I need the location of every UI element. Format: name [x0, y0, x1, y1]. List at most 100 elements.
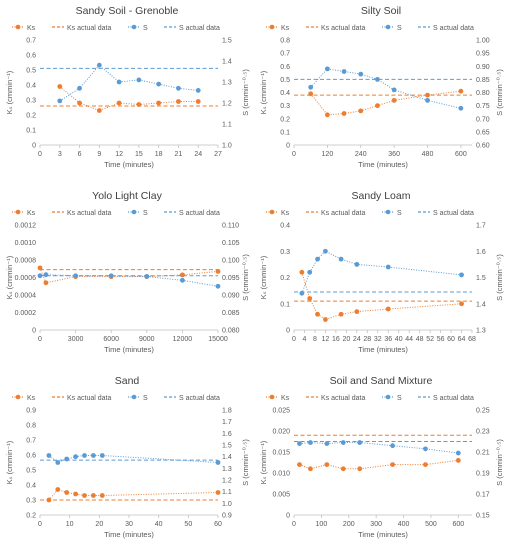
x-axis-label: Time (minutes) — [358, 530, 408, 539]
x-axis-label: Time (minutes) — [104, 345, 154, 354]
x-tick-label: 0 — [292, 336, 296, 343]
legend-marker — [385, 24, 391, 30]
y-axis-label: Kₛ (cmmin⁻¹) — [5, 440, 14, 484]
ks-data-point — [341, 111, 347, 116]
ks-data-point — [315, 311, 320, 317]
y-tick-label: 0.2 — [280, 275, 290, 282]
chart-panel-3: Yolo Light Clay Ks Ks actual data S S actual… — [5, 190, 250, 354]
ks-data-point — [340, 466, 346, 472]
y2-tick-label: 0.80 — [476, 90, 490, 97]
x-tick-label: 9 — [97, 151, 101, 158]
x-axis-label: Time (minutes) — [358, 345, 408, 354]
s-data-point — [144, 274, 150, 279]
y-tick-label: 0.4 — [26, 83, 36, 90]
legend: Ks Ks actual data S S actual data — [12, 24, 220, 32]
y-tick-label: 0.3 — [26, 498, 36, 505]
x-tick-label: 0 — [38, 336, 42, 343]
y2-tick-label: 0.110 — [222, 223, 239, 230]
x-tick-label: 16 — [332, 336, 340, 343]
x-tick-label: 32 — [374, 336, 382, 343]
s-data-point — [136, 77, 142, 83]
x-tick-label: 68 — [468, 336, 476, 343]
x-tick-label: 40 — [155, 521, 163, 528]
legend-label: S — [143, 395, 148, 402]
y2-tick-label: 0.19 — [476, 471, 490, 478]
x-tick-label: 8 — [313, 336, 317, 343]
x-tick-label: 600 — [452, 521, 464, 528]
ks-data-point — [297, 462, 302, 467]
y2-tick-label: 1.8 — [222, 408, 232, 415]
y2-tick-label: 0.70 — [476, 116, 490, 123]
ks-data-point — [423, 462, 428, 467]
ks-data-point — [43, 280, 49, 286]
ks-data-point — [358, 108, 364, 114]
x-tick-label: 28 — [363, 336, 371, 343]
y-tick-label: 0.0002 — [15, 310, 37, 317]
y-tick-label: 0.3 — [280, 103, 290, 110]
s-data-point — [308, 84, 314, 90]
s-data-point — [358, 71, 364, 77]
s-data-point — [37, 273, 43, 279]
x-tick-label: 60 — [447, 336, 455, 343]
chart-title: Sandy Loam — [352, 190, 411, 202]
s-data-point — [391, 87, 397, 93]
ks-data-point — [324, 112, 330, 118]
y-tick-label: 0.8 — [280, 38, 290, 45]
y-tick-label: 0.5 — [280, 77, 290, 84]
y2-tick-label: 1.6 — [476, 249, 486, 256]
y-tick-label: 0.8 — [26, 423, 36, 430]
x-tick-label: 4 — [303, 336, 307, 343]
s-data-point — [324, 66, 330, 72]
ks-data-point — [458, 88, 464, 94]
x-axis-label: Time (minutes) — [358, 160, 408, 169]
s-data-point — [354, 261, 360, 267]
y2-axis-label: S (cmmin⁻⁰·⁵) — [495, 69, 504, 116]
s-data-point — [324, 441, 330, 446]
y2-tick-label: 1.5 — [222, 38, 232, 45]
x-tick-label: 48 — [416, 336, 424, 343]
ks-series-line — [59, 86, 199, 112]
chart-panel-1: Sandy Soil - Grenoble Ks Ks actual data S S … — [5, 5, 250, 169]
legend-label: Ks actual data — [67, 25, 111, 32]
y2-tick-label: 0.75 — [476, 103, 490, 110]
y2-tick-label: 1.2 — [222, 101, 232, 108]
x-tick-label: 0 — [292, 521, 296, 528]
y2-axis-label: S (cmmin⁻⁰·⁵) — [241, 69, 250, 116]
chart-title: Silty Soil — [361, 5, 401, 17]
y-tick-label: 0.3 — [280, 249, 290, 256]
y2-tick-label: 0.17 — [476, 492, 490, 499]
y-tick-label: 0.1 — [26, 128, 36, 135]
y2-tick-label: 0.85 — [476, 77, 490, 84]
y2-tick-label: 1.00 — [476, 38, 490, 45]
chart-title: Soil and Sand Mixture — [330, 375, 433, 387]
legend-label: S actual data — [179, 210, 220, 217]
legend-marker — [131, 209, 137, 215]
legend-marker — [131, 24, 137, 30]
s-data-point — [73, 273, 78, 279]
x-tick-label: 56 — [437, 336, 445, 343]
ks-data-point — [57, 84, 63, 89]
x-tick-label: 30 — [125, 521, 133, 528]
ks-data-point — [55, 487, 61, 492]
legend-label: Ks — [281, 25, 290, 32]
x-tick-label: 64 — [458, 336, 466, 343]
x-tick-label: 100 — [316, 521, 328, 528]
y2-tick-label: 0.090 — [222, 293, 240, 300]
x-tick-label: 27 — [214, 151, 222, 158]
y2-tick-label: 1.5 — [476, 275, 486, 282]
y-tick-label: 0.025 — [272, 408, 290, 415]
y2-tick-label: 0.105 — [222, 240, 240, 247]
legend: Ks Ks actual data S S actual data — [12, 394, 220, 402]
x-tick-label: 20 — [342, 336, 350, 343]
chart-title: Sand — [115, 375, 140, 387]
y-axis-label: Kₛ (cmmin⁻¹) — [5, 255, 14, 299]
y2-tick-label: 1.3 — [476, 328, 486, 335]
ks-data-point — [116, 100, 122, 106]
y-tick-label: 0.2 — [26, 513, 36, 520]
x-tick-label: 10 — [66, 521, 74, 528]
y-tick-label: 0 — [32, 328, 36, 335]
legend-label: S actual data — [433, 210, 474, 217]
legend-label: Ks actual data — [67, 395, 111, 402]
y-tick-label: 0.020 — [272, 429, 290, 436]
ks-data-point — [136, 102, 142, 107]
